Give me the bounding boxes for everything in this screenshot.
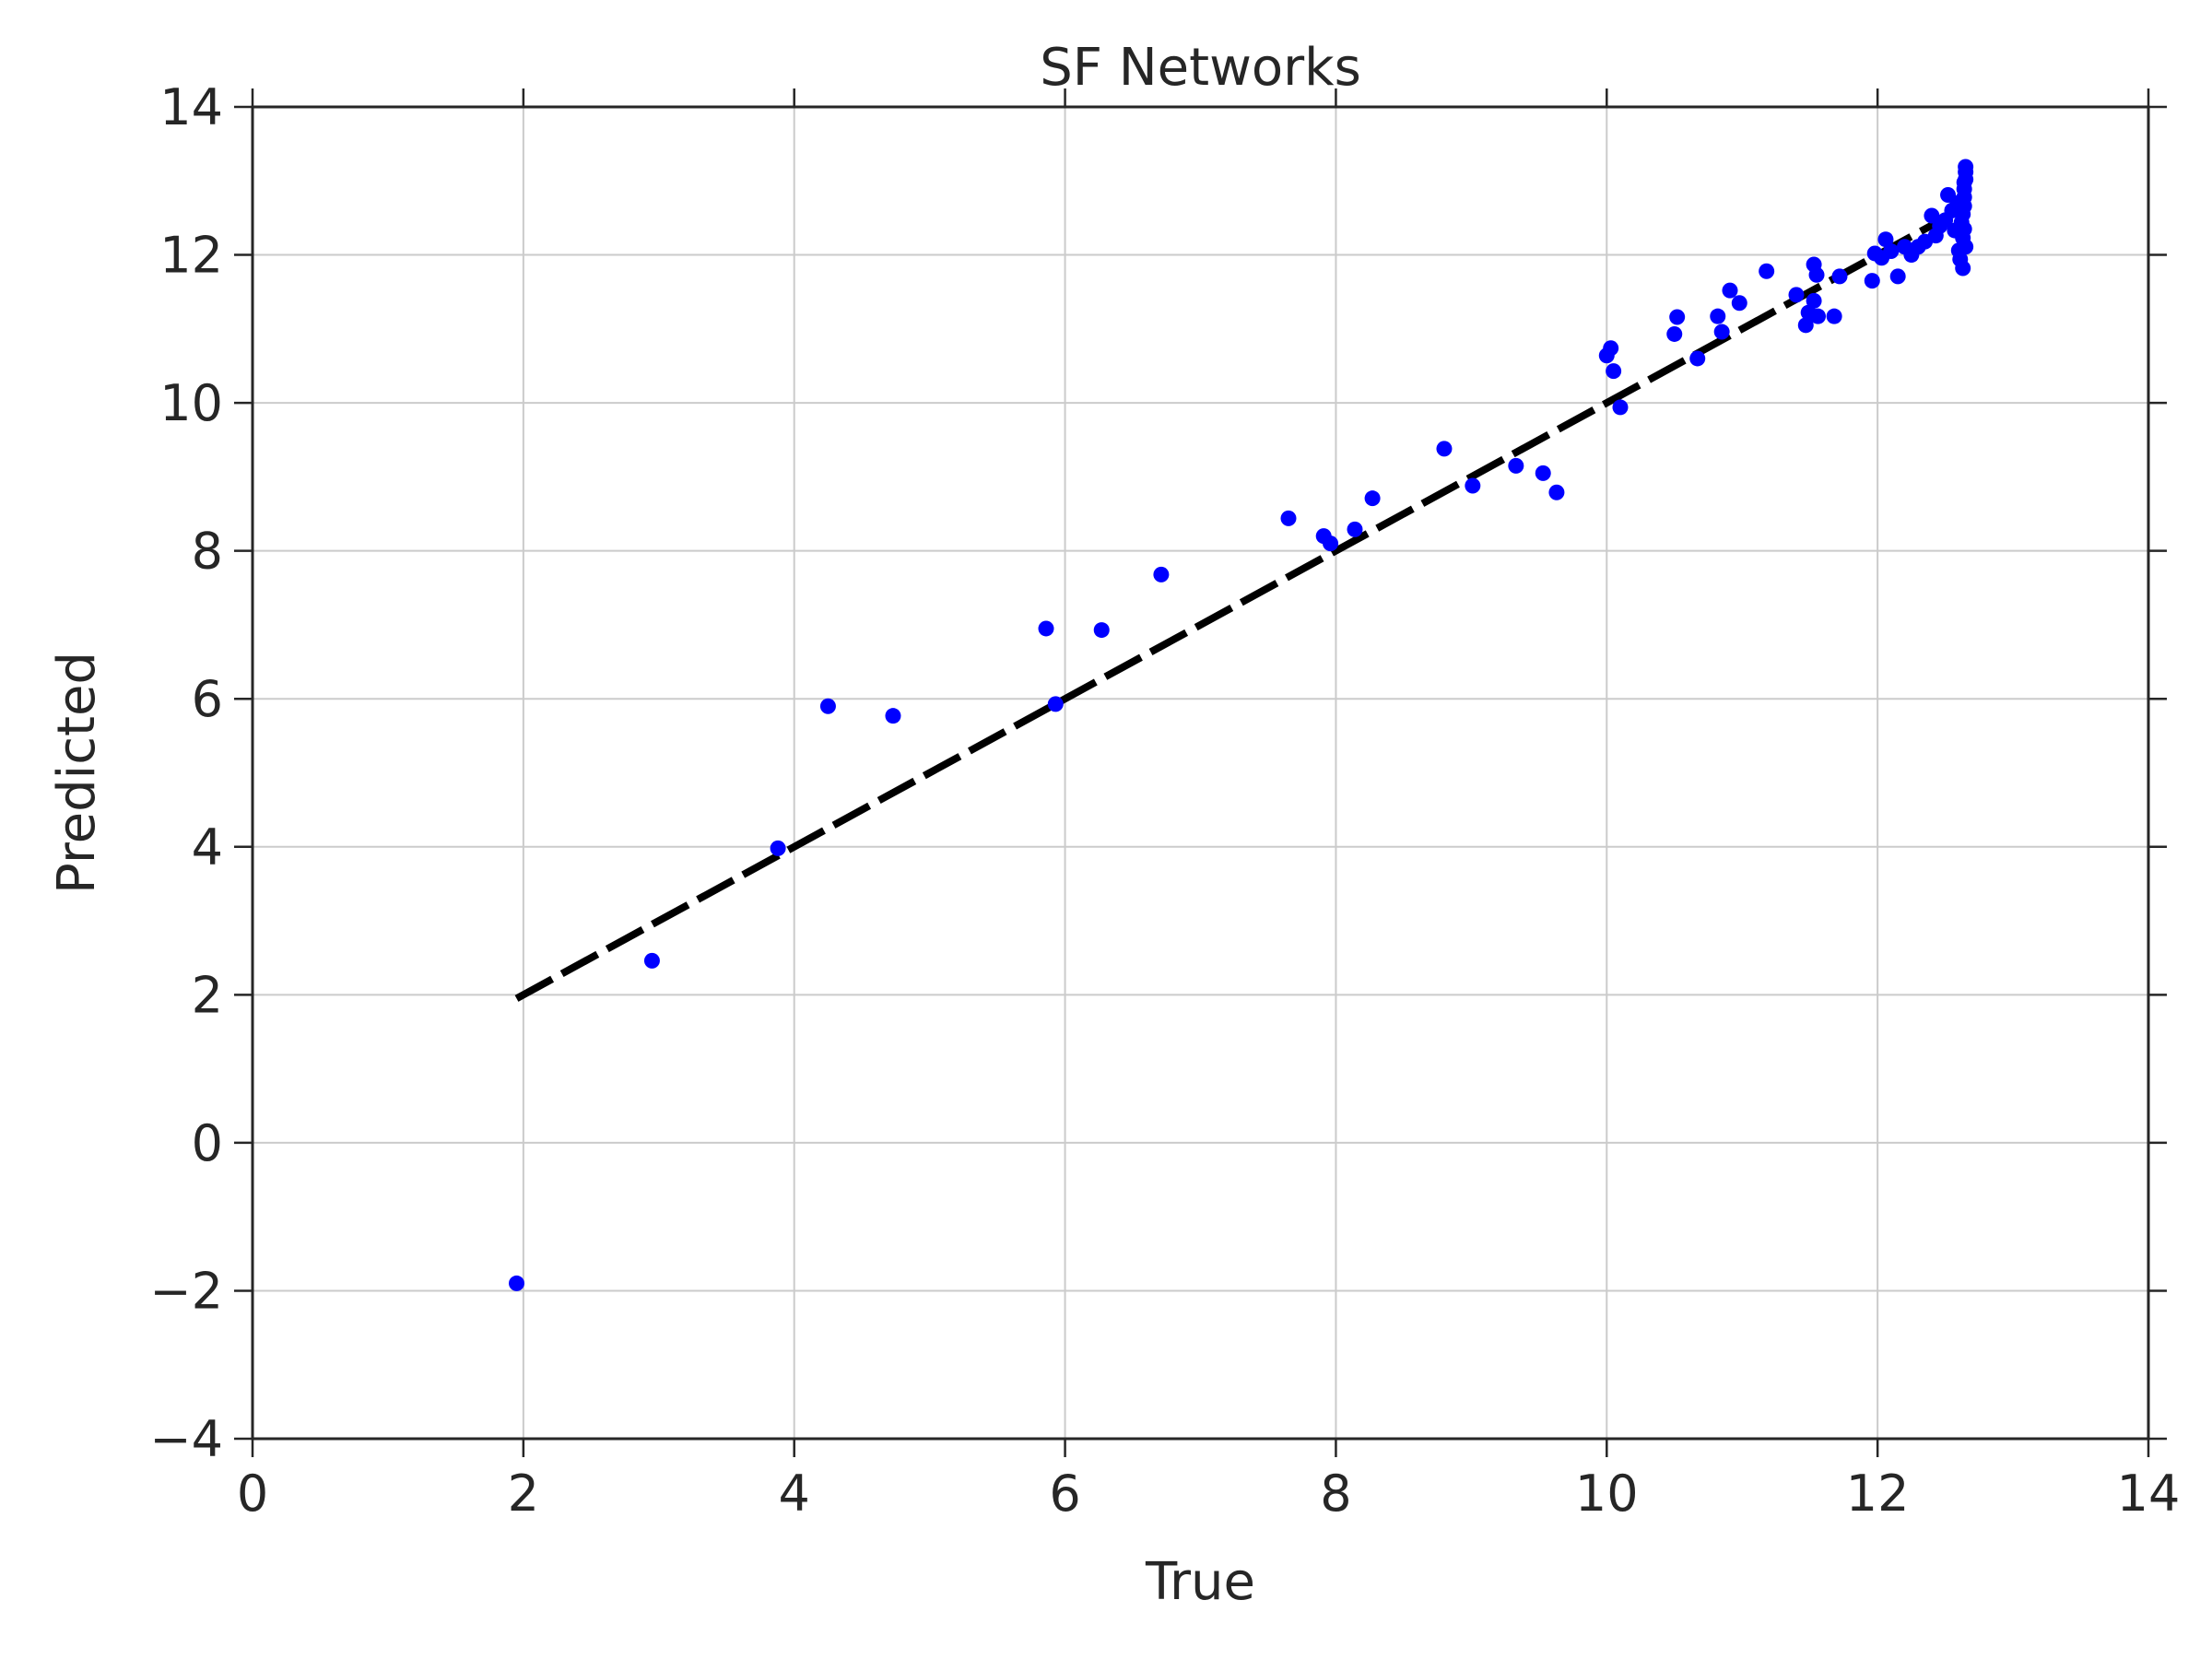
data-point bbox=[1797, 317, 1814, 334]
data-point bbox=[1280, 510, 1297, 526]
data-point bbox=[1877, 231, 1894, 248]
y-tick-label: 12 bbox=[159, 227, 223, 285]
x-tick-labels: 0 2 4 6 8 10 12 14 bbox=[237, 1465, 2181, 1523]
data-point bbox=[1883, 243, 1900, 260]
data-points bbox=[509, 159, 1974, 1291]
data-point bbox=[509, 1275, 525, 1291]
data-point bbox=[1535, 465, 1551, 481]
data-point bbox=[1364, 490, 1381, 507]
data-point bbox=[1788, 287, 1805, 303]
data-point bbox=[1666, 325, 1683, 342]
data-point bbox=[1889, 268, 1906, 285]
x-axis-label: True bbox=[1145, 1552, 1255, 1612]
x-tick-label: 8 bbox=[1320, 1465, 1351, 1523]
data-point bbox=[1153, 566, 1170, 582]
x-tick-label: 10 bbox=[1575, 1465, 1639, 1523]
data-point bbox=[1864, 273, 1880, 289]
data-point bbox=[1093, 622, 1110, 639]
data-point bbox=[885, 708, 901, 724]
y-tick-label: 8 bbox=[192, 523, 223, 581]
data-point bbox=[1958, 159, 1974, 175]
chart-title: SF Networks bbox=[1040, 38, 1361, 98]
x-tick-label: 2 bbox=[508, 1465, 539, 1523]
data-point bbox=[1603, 340, 1619, 357]
x-tick-label: 14 bbox=[2117, 1465, 2181, 1523]
data-point bbox=[1323, 535, 1339, 552]
fit-line-layer bbox=[514, 203, 1968, 1002]
data-point bbox=[1808, 266, 1825, 283]
data-point bbox=[1956, 220, 1972, 237]
y-tick-label: 10 bbox=[159, 374, 223, 432]
data-point bbox=[1038, 620, 1054, 637]
data-point bbox=[1713, 324, 1730, 340]
fit-line bbox=[514, 203, 1968, 1002]
x-tick-label: 4 bbox=[779, 1465, 810, 1523]
data-point bbox=[1958, 239, 1974, 255]
data-point bbox=[770, 840, 786, 856]
data-point bbox=[1806, 292, 1822, 309]
data-point bbox=[1548, 484, 1565, 500]
data-point bbox=[1831, 268, 1848, 285]
x-tick-label: 12 bbox=[1846, 1465, 1910, 1523]
ticks bbox=[234, 88, 2167, 1457]
data-point bbox=[1722, 282, 1738, 299]
y-tick-label: 4 bbox=[192, 818, 223, 877]
data-point bbox=[1436, 441, 1453, 457]
x-tick-label: 6 bbox=[1049, 1465, 1080, 1523]
y-tick-label: 0 bbox=[192, 1114, 223, 1172]
y-axis-label: Predicted bbox=[47, 652, 107, 894]
x-tick-label: 0 bbox=[237, 1465, 268, 1523]
data-point bbox=[1612, 399, 1629, 416]
plot-frame bbox=[251, 105, 2150, 1441]
data-point bbox=[819, 698, 836, 714]
data-point bbox=[1809, 308, 1826, 324]
grid bbox=[252, 106, 2149, 1440]
data-point bbox=[643, 952, 660, 969]
y-tick-label: −4 bbox=[149, 1410, 223, 1468]
y-tick-label: 6 bbox=[192, 670, 223, 728]
data-point bbox=[1731, 295, 1747, 312]
data-point bbox=[1347, 521, 1363, 537]
data-point bbox=[1956, 174, 1972, 191]
data-point bbox=[1606, 363, 1622, 380]
y-tick-label: −2 bbox=[149, 1262, 223, 1320]
data-point bbox=[1689, 350, 1706, 367]
data-point bbox=[1465, 477, 1481, 494]
data-point bbox=[1669, 309, 1686, 325]
data-point bbox=[1955, 260, 1971, 276]
data-point bbox=[1047, 696, 1064, 712]
data-point bbox=[1826, 308, 1842, 324]
data-point bbox=[1710, 308, 1726, 324]
data-point bbox=[1508, 457, 1524, 474]
y-tick-labels: −4 −2 0 2 4 6 8 10 12 14 bbox=[149, 78, 223, 1468]
y-tick-label: 14 bbox=[159, 78, 223, 136]
data-point bbox=[1759, 263, 1775, 279]
y-tick-label: 2 bbox=[192, 966, 223, 1024]
